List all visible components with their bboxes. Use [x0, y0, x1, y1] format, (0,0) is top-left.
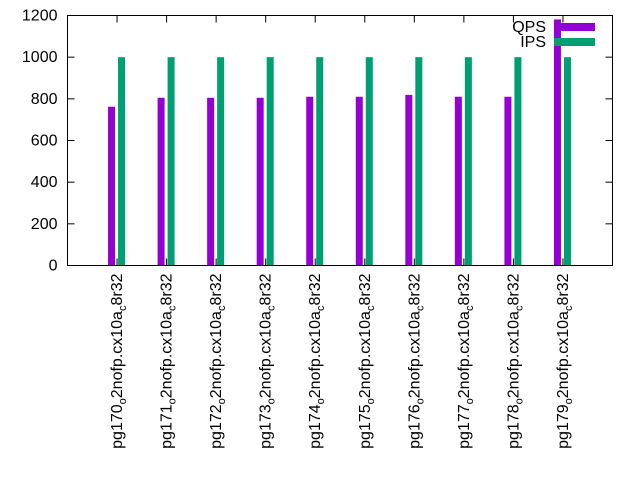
- x-tick-label: pg176o2nofp.cx10ac8r32: [406, 273, 426, 448]
- bar-qps: [306, 96, 314, 266]
- y-tick-label: 0: [49, 258, 58, 275]
- y-tick-label: 400: [31, 174, 58, 191]
- bar-qps: [454, 96, 462, 266]
- bar-ips: [415, 57, 423, 266]
- bar-qps: [553, 19, 561, 266]
- legend-label: IPS: [520, 34, 546, 51]
- y-tick-label: 800: [31, 91, 58, 108]
- bar-ips: [316, 57, 324, 266]
- x-tick-label: pg177o2nofp.cx10ac8r32: [456, 273, 476, 448]
- legend-swatch-ips: [554, 38, 595, 46]
- y-tick-label: 200: [31, 216, 58, 233]
- bar-ips: [514, 57, 522, 266]
- legend-label: QPS: [512, 19, 546, 36]
- plot-border: [67, 15, 613, 266]
- bar-ips: [563, 57, 571, 266]
- x-tick-label: pg178o2nofp.cx10ac8r32: [505, 273, 525, 448]
- bar-ips: [217, 57, 225, 266]
- bar-ips: [167, 57, 175, 266]
- bar-qps: [405, 94, 413, 266]
- bar-qps: [108, 106, 116, 266]
- x-tick-label: pg175o2nofp.cx10ac8r32: [357, 273, 377, 448]
- x-tick-label: pg179o2nofp.cx10ac8r32: [555, 273, 575, 448]
- x-tick-label: pg173o2nofp.cx10ac8r32: [258, 273, 278, 448]
- bar-qps: [504, 96, 512, 266]
- y-tick-label: 1200: [22, 8, 58, 25]
- x-tick-label: pg174o2nofp.cx10ac8r32: [307, 273, 327, 448]
- x-tick-label: pg171o2nofp.cx10ac8r32: [159, 273, 179, 448]
- bar-ips: [118, 57, 126, 266]
- bar-qps: [256, 97, 264, 266]
- x-tick-label: pg170o2nofp.cx10ac8r32: [109, 273, 129, 448]
- y-tick-label: 1000: [22, 49, 58, 66]
- bar-qps: [355, 96, 363, 266]
- bar-qps: [207, 97, 215, 266]
- bar-ips: [365, 57, 373, 266]
- bar-qps: [157, 97, 165, 266]
- legend-swatch-qps: [554, 23, 595, 31]
- bar-ips: [464, 57, 472, 266]
- bar-ips: [266, 57, 274, 266]
- y-tick-label: 600: [31, 133, 58, 150]
- x-tick-label: pg172o2nofp.cx10ac8r32: [208, 273, 228, 448]
